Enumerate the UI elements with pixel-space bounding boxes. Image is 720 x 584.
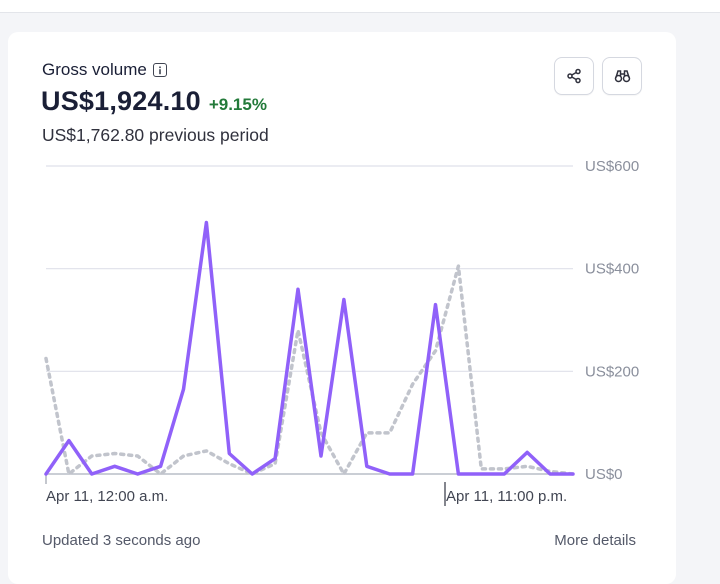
x-tick-label: Apr 11, 12:00 a.m. bbox=[46, 488, 168, 505]
binoculars-icon bbox=[614, 70, 630, 83]
x-tick-label: Apr 11, 11:00 p.m. bbox=[446, 488, 567, 505]
info-icon[interactable] bbox=[152, 63, 167, 77]
gross-volume-amount: US$1,924.10 bbox=[41, 86, 201, 116]
more-details-link[interactable]: More details bbox=[554, 532, 636, 549]
updated-timestamp: Updated 3 seconds ago bbox=[42, 532, 201, 549]
gross-volume-chart: US$0 US$200 US$400 US$600 Apr 11, 12:00 a.m.… bbox=[44, 158, 639, 506]
y-tick-label: US$600 bbox=[585, 158, 639, 175]
y-tick-label: US$200 bbox=[585, 363, 639, 380]
y-tick-label: US$400 bbox=[585, 261, 639, 278]
top-strip bbox=[0, 0, 720, 13]
previous-period-amount: US$1,762.80 previous period bbox=[42, 125, 269, 145]
share-button[interactable] bbox=[554, 57, 594, 95]
share-icon bbox=[567, 68, 581, 84]
current-period-line bbox=[44, 220, 575, 476]
gross-volume-card: Gross volume US$1,924.10 +9.15% US$1,762… bbox=[8, 32, 676, 584]
percent-change: +9.15% bbox=[208, 95, 267, 114]
amount-row: US$1,924.10 +9.15% bbox=[41, 86, 267, 117]
y-tick-label: US$0 bbox=[585, 466, 623, 483]
card-title: Gross volume bbox=[42, 60, 147, 79]
explore-button[interactable] bbox=[602, 57, 642, 95]
card-header: Gross volume bbox=[42, 60, 167, 80]
